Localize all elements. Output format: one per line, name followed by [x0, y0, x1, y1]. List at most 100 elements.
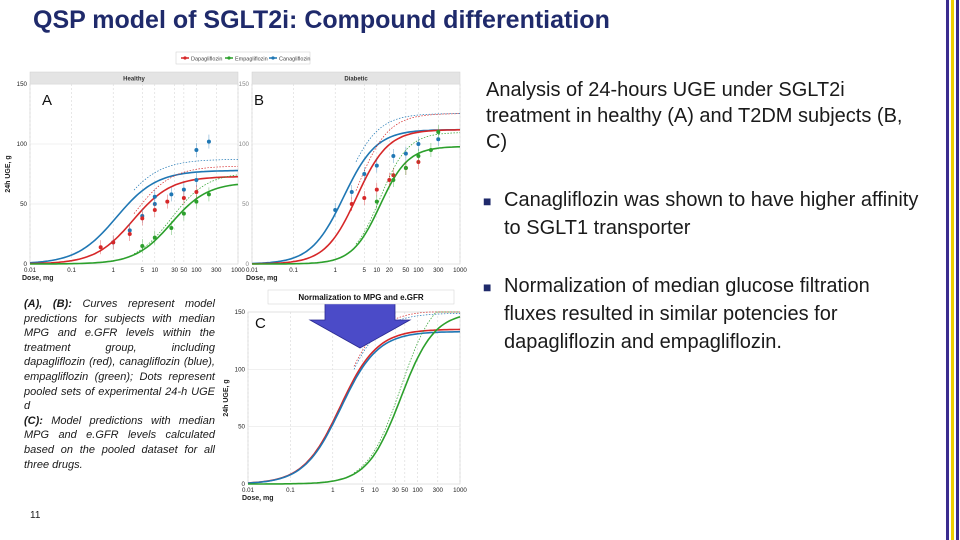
y-tick-label: 100	[17, 141, 28, 148]
data-point-canagliflozin	[181, 187, 186, 192]
data-point-dapagliflozin	[349, 202, 354, 206]
data-point-canagliflozin	[436, 137, 441, 142]
x-tick-label: 1000	[453, 487, 467, 494]
model-curve-empagliflozin	[30, 183, 239, 265]
data-point-dapagliflozin	[140, 216, 145, 221]
bullet-canagliflozin: ■ Canagliflozin was shown to have higher…	[483, 186, 933, 242]
x-tick-label: 20	[386, 267, 393, 274]
bullet-text: Canagliflozin was shown to have higher a…	[504, 189, 919, 239]
caption-ab-text: Curves represent model predictions for s…	[24, 298, 215, 413]
y-tick-label: 0	[246, 261, 250, 268]
x-tick-label: 300	[433, 267, 444, 274]
prediction-band	[355, 113, 460, 191]
data-point-empagliflozin	[206, 192, 211, 197]
x-axis-label: Dose, mg	[22, 275, 54, 282]
x-tick-label: 100	[412, 487, 423, 494]
data-point-empagliflozin	[374, 199, 379, 204]
x-tick-label: 0.01	[246, 267, 259, 274]
panel-label: A	[42, 92, 52, 109]
x-tick-label: 30	[171, 267, 178, 274]
data-point-canagliflozin	[391, 154, 396, 158]
legend-label: Empagliflozin	[235, 57, 268, 63]
decorative-side-bar	[946, 0, 960, 540]
data-point-dapagliflozin	[165, 199, 170, 204]
facet-strip-label: Diabetic	[344, 77, 368, 83]
x-tick-label: 10	[373, 267, 380, 274]
x-tick-label: 1	[333, 267, 337, 274]
side-stripe	[956, 0, 959, 540]
y-tick-label: 0	[242, 481, 246, 488]
legend-swatch-dot	[183, 56, 187, 60]
x-axis-label: Dose, mg	[242, 495, 274, 502]
data-point-empagliflozin	[152, 235, 157, 240]
data-point-empagliflozin	[391, 178, 396, 182]
prediction-band	[355, 113, 460, 162]
model-curve-canagliflozin	[29, 169, 238, 264]
panel-label: B	[254, 92, 264, 109]
page-number: 11	[30, 510, 41, 521]
y-tick-label: 50	[238, 424, 245, 431]
y-tick-label: 100	[239, 141, 250, 148]
side-stripe	[951, 0, 954, 540]
data-point-dapagliflozin	[152, 208, 157, 212]
data-point-empagliflozin	[140, 244, 145, 248]
y-tick-label: 50	[20, 201, 27, 208]
x-tick-label: 300	[433, 487, 444, 494]
x-tick-label: 1000	[231, 267, 245, 274]
x-tick-label: 0.1	[67, 267, 76, 274]
data-point-canagliflozin	[403, 151, 408, 156]
model-curve-empagliflozin	[252, 146, 460, 265]
data-point-dapagliflozin	[194, 190, 199, 194]
x-tick-label: 0.1	[289, 267, 298, 274]
x-tick-label: 1	[331, 487, 335, 494]
x-tick-label: 0.1	[286, 487, 295, 494]
prediction-band	[133, 165, 238, 214]
facet-strip-label: Healthy	[123, 77, 145, 83]
x-tick-label: 5	[361, 487, 365, 494]
x-tick-label: 10	[151, 267, 158, 274]
data-point-dapagliflozin	[111, 240, 116, 245]
x-tick-label: 1	[111, 267, 115, 274]
legend-label: Canagliflozin	[279, 57, 311, 63]
data-point-dapagliflozin	[98, 245, 103, 250]
caption-c-text: Model predictions with median MPG and e.…	[24, 414, 215, 471]
slide-title: QSP model of SGLT2i: Compound differenti…	[33, 6, 610, 34]
data-point-empagliflozin	[428, 148, 433, 152]
data-point-empagliflozin	[416, 154, 421, 158]
prediction-band	[353, 311, 460, 474]
data-point-dapagliflozin	[374, 187, 379, 192]
x-tick-label: 1000	[453, 267, 467, 274]
bullet-square-icon: ■	[483, 279, 492, 295]
legend-swatch-dot	[271, 56, 275, 60]
x-tick-label: 0.01	[24, 267, 37, 274]
data-point-empagliflozin	[403, 166, 408, 170]
caption-c-label: (C):	[24, 414, 43, 427]
data-point-canagliflozin	[349, 190, 354, 194]
x-tick-label: 5	[363, 267, 367, 274]
data-point-canagliflozin	[206, 139, 211, 144]
data-point-canagliflozin	[333, 208, 338, 212]
plot-panel	[29, 83, 239, 265]
side-stripe	[946, 0, 949, 540]
x-tick-label: 50	[180, 267, 187, 274]
figure-caption: (A), (B): Curves represent model predict…	[24, 297, 215, 472]
data-point-dapagliflozin	[362, 196, 367, 200]
x-tick-label: 300	[211, 267, 222, 274]
legend-label: Dapagliflozin	[191, 57, 223, 63]
prediction-band	[133, 174, 239, 255]
x-axis-label: Dose, mg	[246, 275, 278, 282]
bullet-text: Normalization of median glucose filtrati…	[504, 275, 870, 353]
data-point-canagliflozin	[416, 142, 421, 146]
bullet-normalization: ■ Normalization of median glucose filtra…	[483, 272, 913, 356]
data-point-dapagliflozin	[387, 178, 392, 182]
x-tick-label: 50	[401, 487, 408, 494]
y-tick-label: 50	[242, 201, 249, 208]
data-point-canagliflozin	[194, 148, 199, 152]
x-tick-label: 30	[392, 487, 399, 494]
legend-box	[175, 51, 311, 65]
normalization-label-box	[267, 289, 455, 305]
legend-swatch-dot	[227, 56, 231, 60]
y-tick-label: 0	[24, 261, 28, 268]
model-curve-empagliflozin	[248, 316, 461, 485]
